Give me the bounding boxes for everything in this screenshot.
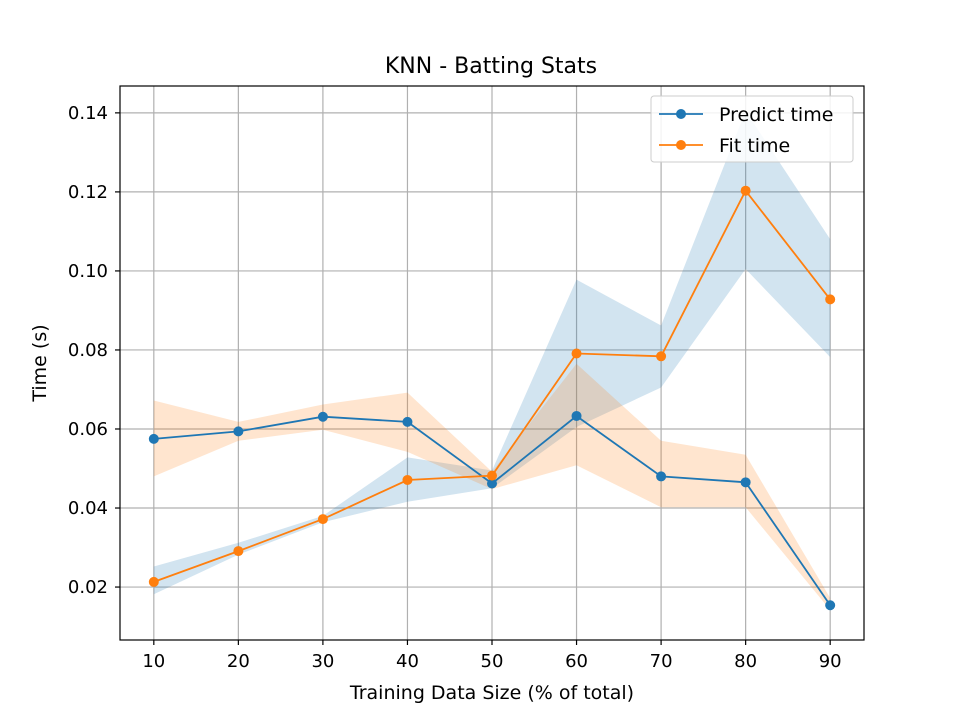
x-tick-label: 20 — [227, 651, 250, 672]
y-tick-label: 0.02 — [68, 577, 108, 598]
series-point-1 — [487, 471, 497, 481]
y-tick-label: 0.06 — [68, 419, 108, 440]
x-tick-label: 50 — [481, 651, 504, 672]
legend: Predict time Fit time — [651, 96, 853, 162]
chart-title: KNN - Batting Stats — [385, 54, 597, 79]
series-point-0 — [825, 600, 835, 610]
series-point-1 — [656, 351, 666, 361]
legend-marker-0 — [676, 109, 686, 119]
series-point-1 — [149, 577, 159, 587]
y-tick-label: 0.04 — [68, 498, 108, 519]
y-tick-label: 0.08 — [68, 340, 108, 361]
x-tick-label: 30 — [311, 651, 334, 672]
series-point-1 — [318, 514, 328, 524]
series-point-1 — [825, 294, 835, 304]
series-point-0 — [402, 417, 412, 427]
series-point-0 — [233, 426, 243, 436]
y-tick-label: 0.10 — [68, 261, 108, 282]
x-tick-label: 90 — [819, 651, 842, 672]
series-point-1 — [233, 546, 243, 556]
y-axis-label: Time (s) — [29, 324, 51, 402]
y-tick-label: 0.12 — [68, 182, 108, 203]
x-tick-label: 40 — [396, 651, 419, 672]
legend-label-1: Fit time — [719, 135, 790, 157]
series-point-0 — [149, 434, 159, 444]
legend-marker-1 — [676, 140, 686, 150]
series-point-0 — [741, 477, 751, 487]
x-axis-label: Training Data Size (% of total) — [349, 682, 634, 704]
legend-label-0: Predict time — [719, 104, 833, 126]
x-tick-label: 80 — [734, 651, 757, 672]
x-tick-label: 60 — [565, 651, 588, 672]
x-tick-label: 10 — [142, 651, 165, 672]
series-point-0 — [656, 471, 666, 481]
y-tick-label: 0.14 — [68, 103, 108, 124]
series-point-1 — [572, 349, 582, 359]
series-point-1 — [741, 186, 751, 196]
series-point-1 — [402, 475, 412, 485]
series-point-0 — [318, 412, 328, 422]
x-tick-label: 70 — [650, 651, 673, 672]
series-point-0 — [572, 411, 582, 421]
